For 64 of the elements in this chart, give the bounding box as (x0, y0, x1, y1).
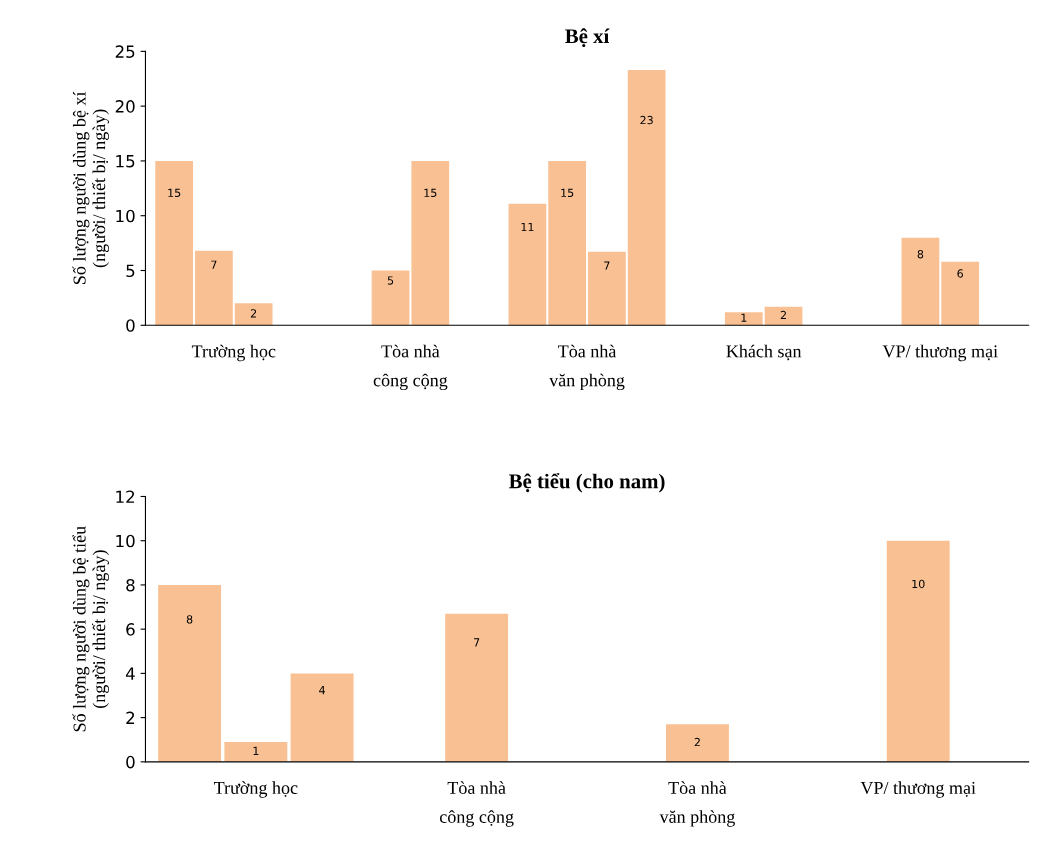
bar (627, 69, 666, 326)
x-tick-label: Khách sạn (726, 344, 802, 361)
data-label: 11 (521, 222, 534, 232)
data-label: 7 (474, 638, 480, 647)
y-tick-label: 10 (116, 534, 135, 548)
data-label: 7 (211, 260, 217, 269)
bar (665, 724, 729, 762)
y-axis-title: Số lượng người dùng bệ xí (người/ thiết bị/ ngày) (72, 91, 109, 284)
x-tick-label: Tòa nhà văn phòng (659, 781, 735, 827)
data-label: 6 (957, 269, 963, 278)
bar (886, 540, 950, 762)
bar (548, 160, 587, 326)
x-tick-label: Trường học (213, 781, 298, 798)
chart-title: Bệ tiểu (cho nam) (508, 472, 665, 493)
bar (445, 613, 509, 762)
y-tick-label: 6 (126, 623, 135, 636)
bar (195, 250, 233, 326)
bar (588, 251, 626, 326)
x-tick-label: VP/ thương mại (882, 344, 998, 362)
bar (224, 741, 288, 762)
data-label: 1 (253, 746, 259, 755)
y-tick-label: 4 (125, 667, 135, 680)
bar (901, 237, 940, 326)
bar (234, 303, 273, 326)
data-label: 15 (168, 188, 181, 198)
x-tick-label: VP/ thương mại (860, 781, 976, 798)
y-tick-label: 10 (116, 209, 135, 223)
data-label: 5 (387, 276, 394, 285)
data-label: 2 (780, 310, 786, 320)
x-tick-label: Trường học (191, 344, 276, 362)
y-tick-label: 0 (126, 319, 135, 332)
y-tick-label: 2 (126, 711, 135, 724)
y-tick-label: 5 (126, 264, 135, 278)
bar (941, 261, 980, 326)
data-label: 8 (917, 249, 924, 259)
bar (508, 203, 547, 326)
data-label: 4 (319, 686, 325, 695)
data-label: 15 (561, 188, 574, 198)
bar (411, 160, 450, 326)
x-tick-label: Tòa nhà công cộng (439, 781, 514, 827)
bar (764, 306, 803, 326)
bar (724, 312, 763, 326)
y-axis-title: Số lượng người dùng bệ tiểu (người/ thiết bị/ ngày) (72, 526, 109, 732)
x-tick-label: Tòa nhà công cộng (373, 344, 448, 391)
bar (371, 270, 410, 326)
y-tick-label: 8 (126, 578, 135, 592)
y-tick-label: 15 (116, 155, 135, 168)
y-tick-label: 0 (126, 755, 135, 769)
chart-title: Bệ xí (565, 28, 610, 48)
bar (290, 673, 354, 762)
data-label: 2 (250, 309, 257, 318)
data-label: 8 (186, 615, 193, 624)
data-label: 2 (694, 737, 700, 747)
y-tick-label: 25 (115, 45, 135, 58)
data-label: 7 (604, 261, 610, 270)
data-label: 1 (741, 313, 747, 322)
data-label: 10 (912, 579, 925, 589)
y-tick-label: 20 (115, 100, 135, 113)
bar (155, 160, 194, 326)
y-tick-label: 12 (116, 490, 135, 503)
x-tick-label: Tòa nhà văn phòng (549, 344, 625, 391)
bar (158, 584, 222, 762)
data-label: 15 (424, 188, 437, 198)
data-label: 23 (640, 115, 653, 125)
